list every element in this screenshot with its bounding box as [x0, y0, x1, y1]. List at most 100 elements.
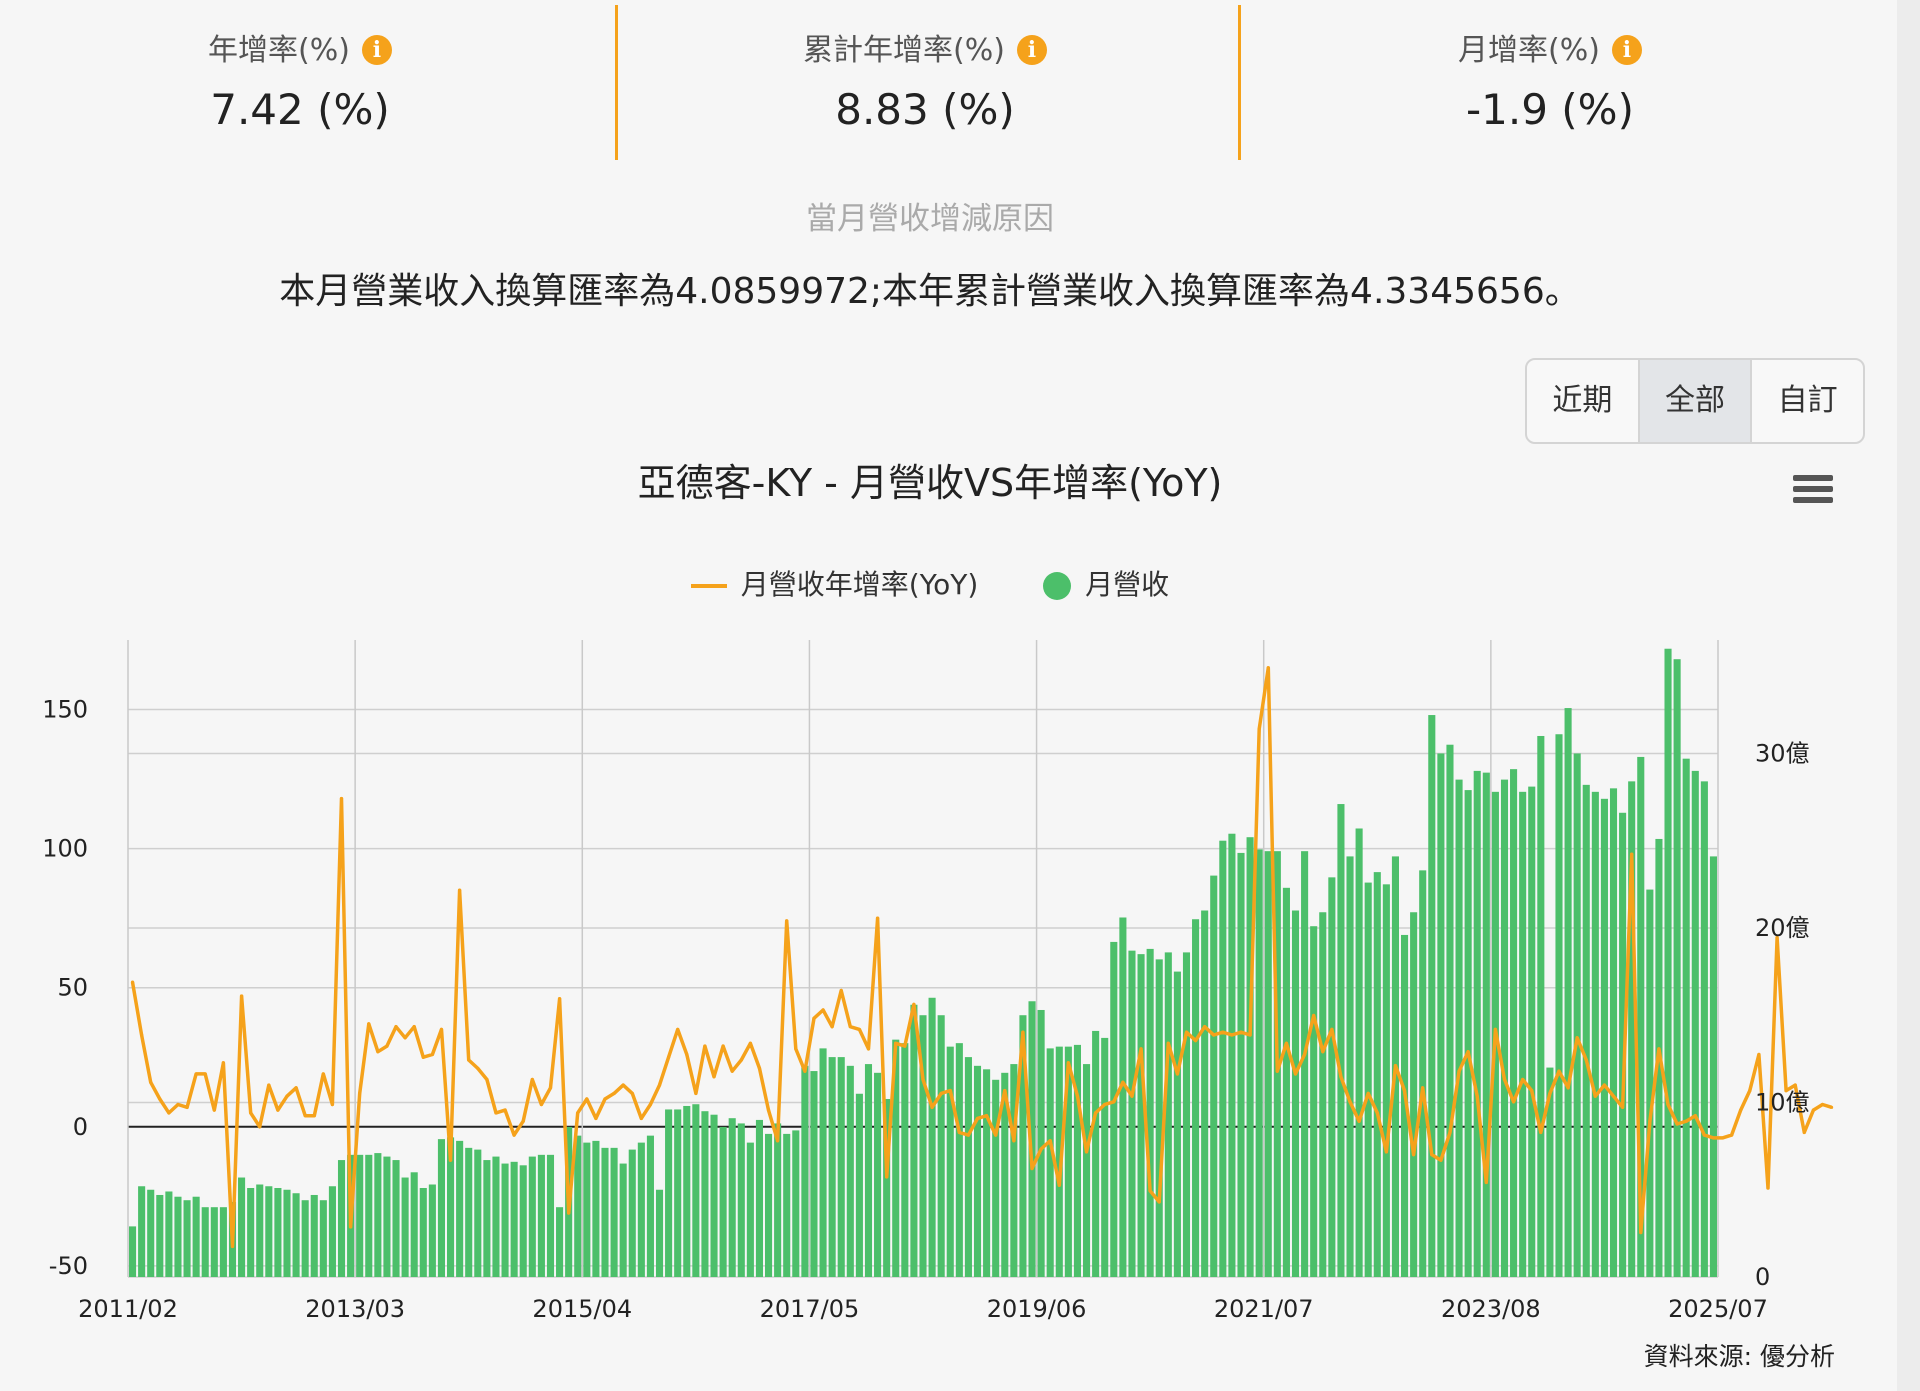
info-icon[interactable]: i [1016, 35, 1047, 65]
yoy-point [1121, 1080, 1125, 1084]
stat-cumulative-yoy: 累計年增率(%) i 8.83 (%) [625, 0, 1225, 160]
revenue-bar [301, 1200, 309, 1277]
legend-item-yoy[interactable]: 月營收年增率(YoY) [690, 563, 978, 603]
yoy-point [140, 1033, 144, 1037]
revenue-bar [574, 1135, 582, 1277]
yoy-point [167, 1111, 171, 1115]
revenue-bar [655, 1189, 664, 1277]
revenue-bar [1537, 735, 1545, 1277]
yoy-point [1502, 1077, 1507, 1082]
revenue-bar [1609, 788, 1618, 1277]
revenue-bar [919, 1015, 927, 1277]
revenue-bar [1237, 852, 1245, 1277]
revenue-bar [837, 1057, 845, 1277]
right-axis-tick-label: 20億 [1755, 914, 1810, 942]
stat-label: 年增率(%) [208, 33, 350, 68]
yoy-point [948, 1089, 952, 1093]
revenue-bar [855, 1093, 863, 1277]
yoy-point [975, 1116, 980, 1121]
yoy-point [203, 1072, 207, 1076]
revenue-bar [828, 1057, 836, 1277]
yoy-point [1284, 1041, 1289, 1045]
yoy-point [1575, 1036, 1579, 1040]
stat-yoy: 年增率(%) i 7.42 (%) [0, 0, 600, 160]
info-icon[interactable]: i [361, 35, 392, 65]
legend-item-revenue[interactable]: 月營收 [1043, 563, 1169, 603]
yoy-point [1466, 1050, 1470, 1054]
revenue-bar [1046, 1048, 1054, 1277]
stat-divider [1238, 5, 1241, 160]
revenue-bar [1219, 840, 1227, 1277]
yoy-point [1003, 1089, 1007, 1093]
revenue-bar [792, 1130, 800, 1277]
revenue-bar [456, 1140, 464, 1277]
revenue-bar [292, 1193, 300, 1277]
yoy-point [476, 1066, 480, 1070]
yoy-point [1084, 1150, 1089, 1154]
yoy-point [1675, 1122, 1679, 1126]
yoy-point [721, 1044, 725, 1048]
revenue-bar [1310, 926, 1318, 1277]
yoy-point [1421, 1086, 1425, 1090]
revenue-bar [1192, 919, 1200, 1277]
revenue-bar [392, 1160, 400, 1277]
yoy-point [1430, 1153, 1434, 1157]
revenue-bar [628, 1149, 636, 1277]
revenue-bar [1291, 910, 1300, 1277]
yoy-point [1402, 1089, 1407, 1093]
yoy-point [1521, 1077, 1525, 1082]
yoy-point [667, 1055, 671, 1059]
revenue-bar [610, 1147, 618, 1277]
yoy-point [921, 1077, 925, 1082]
revenue-bar [501, 1163, 509, 1277]
yoy-point [312, 1114, 316, 1118]
yoy-point [1530, 1089, 1534, 1093]
yoy-point [639, 1116, 643, 1121]
range-recent-button[interactable]: 近期 [1527, 360, 1640, 442]
range-all-button[interactable]: 全部 [1639, 360, 1753, 442]
info-icon[interactable]: i [1611, 35, 1642, 65]
yoy-point [821, 1008, 825, 1012]
yoy-point [212, 1108, 216, 1112]
revenue-bar [901, 1043, 909, 1277]
revenue-bar [156, 1194, 164, 1277]
hamburger-menu-icon[interactable] [1793, 475, 1833, 509]
revenue-bar [356, 1154, 364, 1277]
yoy-point [1348, 1100, 1352, 1104]
revenue-bar [1228, 833, 1236, 1277]
yoy-point [1557, 1069, 1561, 1073]
yoy-point [258, 1125, 262, 1129]
revenue-bar [174, 1196, 182, 1277]
revenue-bar [437, 1139, 446, 1277]
revenue-bar [1573, 753, 1581, 1277]
revenue-bar [274, 1187, 282, 1277]
revenue-bar [201, 1207, 209, 1277]
revenue-bar [928, 997, 936, 1277]
yoy-point [285, 1094, 289, 1098]
yoy-point [1784, 1089, 1788, 1093]
revenue-bar [1319, 912, 1327, 1277]
yoy-point [1748, 1089, 1752, 1093]
revenue-bar [1600, 798, 1608, 1277]
stat-divider [615, 5, 618, 160]
revenue-bar [537, 1154, 545, 1277]
yoy-point [512, 1133, 516, 1137]
yoy-point [1775, 936, 1779, 940]
revenue-bar [283, 1189, 291, 1277]
revenue-bar [1301, 851, 1309, 1277]
revenue-bar [1119, 917, 1127, 1277]
yoy-point [594, 1116, 598, 1121]
chart-legend: 月營收年增率(YoY) 月營收 [0, 563, 1860, 603]
yoy-point [1384, 1150, 1388, 1154]
range-custom-button[interactable]: 自訂 [1777, 383, 1838, 418]
yoy-point [1130, 1094, 1134, 1098]
yoy-point [766, 1108, 771, 1112]
source-credit: 資料來源: 優分析 [1643, 1342, 1835, 1371]
revenue-bar [783, 1133, 791, 1277]
revenue-bar [265, 1186, 273, 1277]
left-axis-tick-label: 150 [42, 696, 88, 724]
revenue-bar [1709, 856, 1718, 1277]
revenue-bar [1582, 784, 1590, 1277]
yoy-point [748, 1041, 752, 1045]
yoy-point [339, 796, 344, 801]
